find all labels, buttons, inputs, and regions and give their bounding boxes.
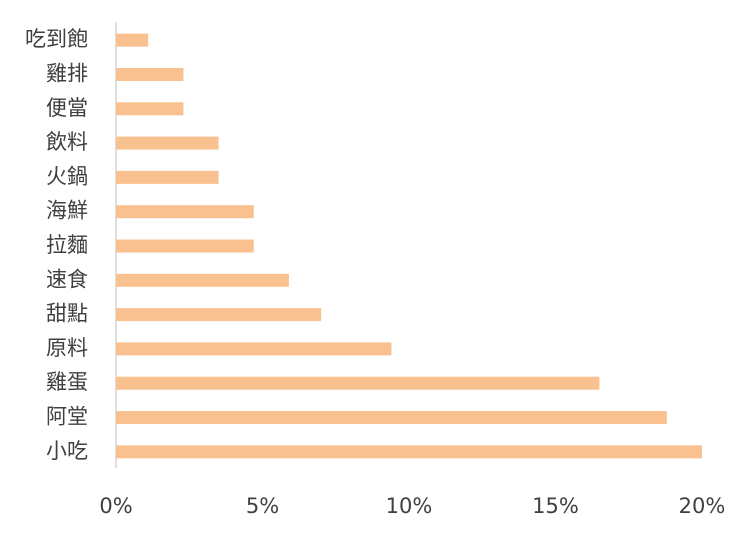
y-tick-label: 甜點 [46, 302, 88, 326]
y-tick-label: 吃到飽 [25, 27, 88, 51]
bar [116, 342, 392, 356]
bar [116, 67, 184, 81]
bar [116, 170, 219, 184]
y-tick-label: 拉麵 [46, 233, 88, 257]
bar [116, 411, 667, 425]
bar [116, 445, 702, 459]
y-tick-label: 速食 [46, 267, 88, 291]
bar [116, 376, 600, 390]
y-tick-label: 火鍋 [46, 164, 88, 188]
y-tick-label: 海鮮 [46, 199, 88, 223]
x-tick-label: 10% [386, 494, 433, 518]
bar [116, 33, 149, 47]
y-tick-label: 小吃 [46, 439, 88, 463]
x-tick-label: 15% [532, 494, 579, 518]
bar [116, 308, 322, 322]
bar [116, 239, 254, 253]
bar [116, 273, 289, 287]
y-tick-label: 飲料 [46, 130, 88, 154]
y-tick-label: 便當 [46, 96, 88, 120]
bar [116, 102, 184, 116]
y-tick-label: 雞排 [46, 61, 88, 85]
x-tick-label: 5% [246, 494, 279, 518]
y-tick-label: 阿堂 [46, 405, 88, 429]
bar [116, 205, 254, 219]
x-tick-label: 20% [679, 494, 726, 518]
x-tick-label: 0% [99, 494, 132, 518]
y-tick-label: 原料 [46, 336, 88, 360]
y-tick-label: 雞蛋 [46, 370, 88, 394]
bar [116, 136, 219, 150]
